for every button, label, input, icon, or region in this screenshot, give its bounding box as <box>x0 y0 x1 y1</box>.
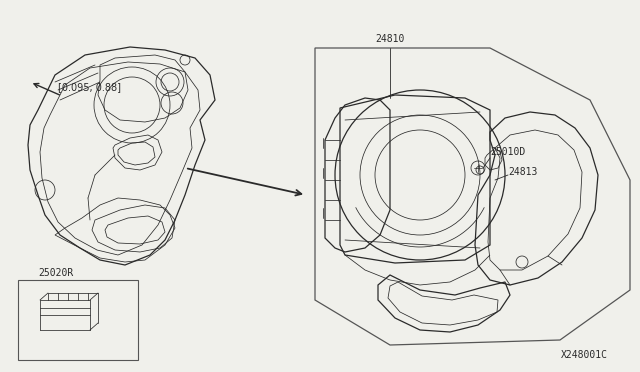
Bar <box>18 280 138 360</box>
Text: 25010D: 25010D <box>490 147 525 157</box>
Text: [0.095, 0.88]: [0.095, 0.88] <box>58 82 121 92</box>
Text: 24810: 24810 <box>375 34 404 44</box>
Text: 25020R: 25020R <box>38 268 73 278</box>
Text: X248001C: X248001C <box>561 350 608 360</box>
Text: 24813: 24813 <box>508 167 538 177</box>
